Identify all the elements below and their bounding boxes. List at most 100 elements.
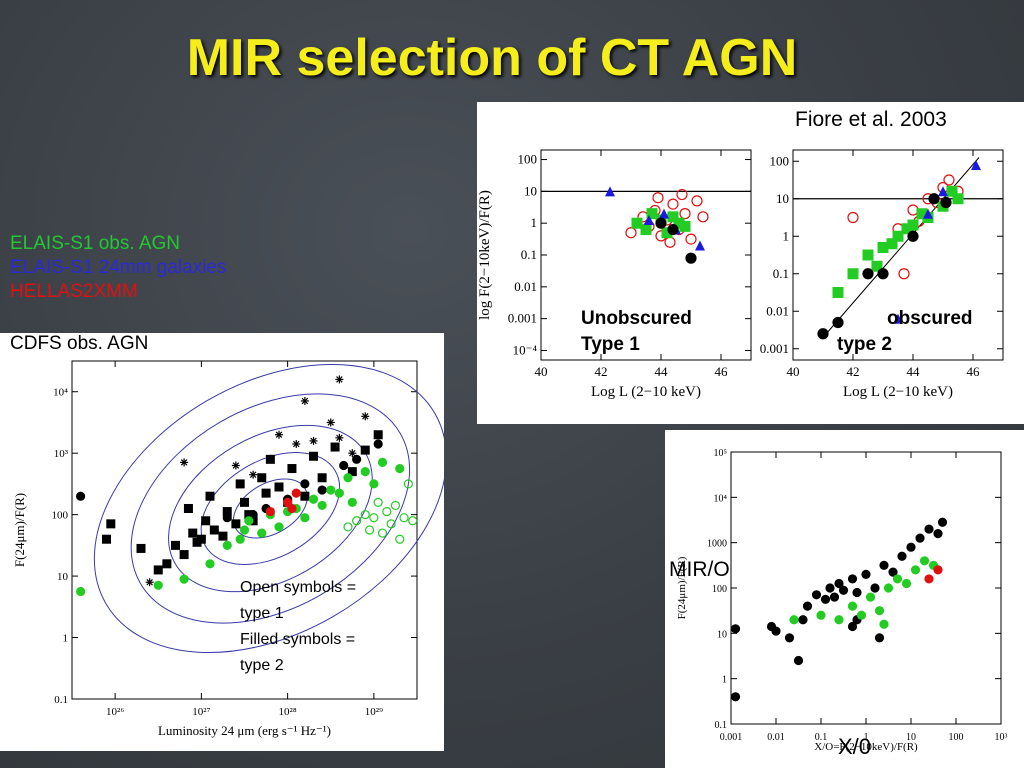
plot-frame — [792, 149, 1004, 361]
green-open-circle-point — [382, 506, 392, 517]
black-filled-circle-point — [933, 528, 943, 539]
y-tick-label: 0.01 — [766, 303, 789, 318]
green-open-circle-point — [386, 519, 396, 529]
green-open-circle-point — [364, 525, 375, 535]
black-filled-circle-point — [847, 621, 858, 632]
black-filled-square-point — [317, 473, 327, 483]
green-filled-circle-point — [153, 580, 163, 590]
green-open-circle-point — [360, 510, 370, 520]
green-filled-circle-point — [910, 565, 921, 575]
blue-filled-triangle-point — [659, 208, 669, 219]
label-obscured: obscured type 2 — [837, 306, 973, 358]
green-filled-square-point — [679, 220, 691, 232]
legend-hellas: HELLAS2XMM — [10, 281, 138, 302]
green-filled-square-point — [952, 193, 964, 205]
black-filled-circle-point — [907, 230, 919, 242]
y-tick-label: 10 — [717, 629, 727, 640]
black-filled-circle-point — [248, 510, 258, 520]
black-filled-square-point — [183, 503, 193, 513]
symbols-note-line1: Open symbols = — [240, 579, 357, 596]
black-asterisk-point — [292, 439, 301, 448]
black-asterisk-point — [348, 449, 357, 458]
x-axis-label: Log L (2−10 keV) — [843, 384, 953, 400]
black-filled-circle-point — [879, 560, 889, 570]
blue-filled-triangle-point — [695, 240, 705, 251]
black-filled-circle-point — [300, 479, 310, 489]
green-filled-circle-point — [326, 485, 336, 495]
black-filled-square-point — [287, 464, 297, 474]
y-tick-label: 1 — [722, 675, 727, 686]
black-filled-circle-point — [730, 692, 741, 702]
density-contour — [93, 363, 444, 654]
legend-cdfs: CDFS obs. AGN — [10, 333, 149, 355]
black-filled-square-point — [274, 482, 284, 492]
blue-filled-triangle-point — [971, 160, 981, 170]
black-filled-square-point — [373, 430, 383, 440]
red-filled-circle-point — [265, 506, 275, 517]
label-unobscured-line2: Type 1 — [581, 334, 640, 355]
y-axis-label: log F(2−10keV)/F(R) — [477, 190, 493, 320]
chart-unobscured: 100 10 1 0.1 0.01 0.001 10⁻⁴ 40 42 44 46 Log L (2−1… — [477, 149, 1004, 400]
xray-panel: Fiore et al. 2003 100 10 1 0.1 0.01 0.001 10⁻⁴… — [477, 102, 1024, 424]
black-filled-circle-point — [906, 542, 916, 552]
legend-elais-agn: ELAIS-S1 obs. AGN — [10, 233, 181, 254]
label-mir-o: MIR/O — [669, 558, 730, 581]
color-legend: ELAIS-S1 obs. AGN ELAIS-S1 24mm galaxies… — [10, 232, 227, 304]
green-filled-square-point — [946, 185, 958, 197]
green-filled-circle-point — [856, 610, 867, 620]
green-open-circle-point — [343, 522, 353, 532]
green-open-circle-point — [352, 516, 362, 526]
black-filled-circle-point — [825, 583, 835, 593]
x-tick-label: 10³ — [995, 732, 1008, 743]
black-filled-square-point — [235, 479, 245, 489]
symbols-note-line4: type 2 — [240, 657, 284, 674]
green-filled-circle-point — [395, 463, 405, 474]
black-filled-circle-point — [317, 485, 327, 495]
green-filled-circle-point — [257, 528, 267, 538]
black-filled-circle-point — [862, 268, 874, 280]
black-filled-circle-point — [798, 615, 808, 625]
black-filled-circle-point — [730, 624, 741, 634]
green-filled-circle-point — [235, 534, 245, 544]
y-tick-label: 0.1 — [54, 694, 68, 706]
citation: Fiore et al. 2003 — [795, 108, 947, 131]
black-filled-square-point — [300, 491, 310, 501]
black-asterisk-point — [309, 436, 318, 445]
y-tick-label: 10⁴ — [53, 387, 68, 399]
black-filled-square-point — [153, 565, 163, 575]
label-obscured-line2: type 2 — [837, 334, 892, 355]
black-filled-circle-point — [838, 585, 849, 595]
black-filled-circle-point — [222, 513, 232, 523]
label-obscured-line1: obscured — [887, 308, 973, 329]
y-tick-label: 100 — [712, 584, 727, 595]
black-filled-circle-point — [877, 268, 889, 280]
black-filled-circle-point — [937, 517, 948, 527]
xo-panel: 10⁵ 10⁴ 1000 100 10 1 0.1 0.001 0.01 0.1 1 10 100 10³… — [665, 430, 1024, 768]
legend-elais-galaxies: ELAIS-S1 24mm galaxies — [10, 257, 227, 278]
y-tick-label: 0.001 — [760, 341, 789, 356]
black-asterisk-point — [275, 430, 283, 439]
black-filled-circle-point — [940, 196, 952, 209]
green-open-circle-point — [399, 513, 409, 523]
green-filled-square-point — [892, 230, 904, 242]
red-filled-circle-point — [287, 503, 297, 514]
y-tick-label: 10 — [524, 183, 537, 198]
y-tick-label: 0.1 — [521, 247, 537, 262]
plot-frame — [730, 451, 1002, 725]
green-filled-circle-point — [865, 592, 876, 602]
black-filled-circle-point — [924, 524, 934, 534]
red-open-circle-point — [943, 174, 955, 186]
black-asterisk-point — [335, 375, 344, 384]
blue-filled-triangle-point — [923, 208, 933, 219]
red-filled-circle-point — [933, 565, 943, 575]
red-open-circle-point — [676, 188, 688, 201]
black-filled-circle-point — [771, 626, 781, 636]
red-open-circle-point — [679, 208, 691, 220]
black-filled-square-point — [347, 467, 357, 477]
black-asterisk-point — [361, 412, 370, 421]
green-filled-circle-point — [377, 457, 388, 467]
x-tick-label: 10²⁸ — [279, 706, 297, 718]
x-tick-label: 1 — [864, 732, 869, 743]
black-asterisk-point — [180, 458, 189, 467]
